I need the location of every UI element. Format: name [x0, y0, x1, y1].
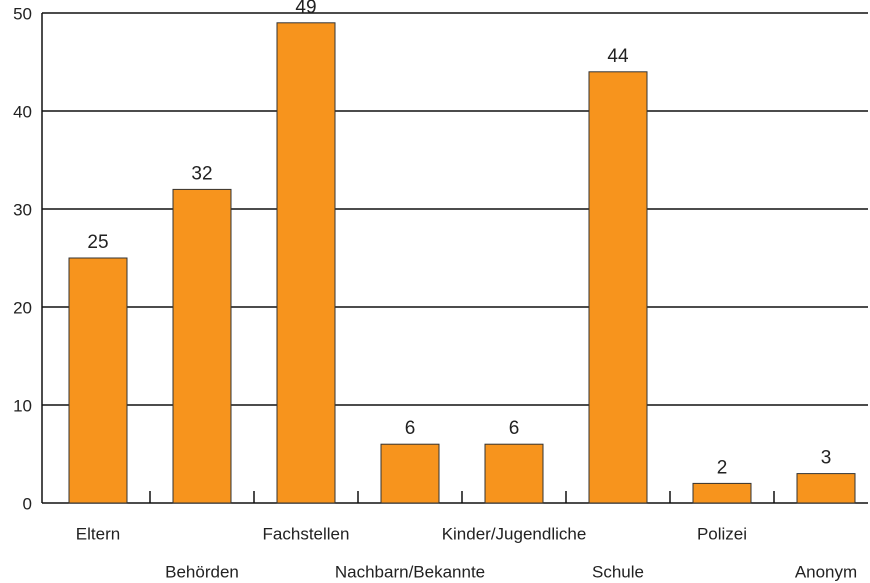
bar — [172, 188, 232, 504]
bar — [276, 22, 336, 504]
bar — [588, 71, 648, 504]
data-label: 2 — [717, 457, 728, 478]
data-label: 6 — [509, 418, 520, 439]
x-tick-label: Eltern — [76, 524, 120, 543]
data-label: 49 — [295, 0, 316, 18]
y-tick-label: 40 — [13, 102, 32, 121]
data-label: 6 — [405, 418, 416, 439]
x-tick-label: Behörden — [165, 562, 239, 581]
y-tick-label: 50 — [13, 4, 32, 23]
x-tick-label: Fachstellen — [263, 524, 350, 543]
data-label: 25 — [87, 232, 108, 253]
x-tick-label: Schule — [592, 562, 644, 581]
y-tick-label: 0 — [23, 494, 32, 513]
x-tick-label: Kinder/Jugendliche — [442, 524, 587, 543]
data-label: 3 — [821, 448, 832, 469]
data-label: 32 — [191, 163, 212, 184]
x-tick-label: Nachbarn/Bekannte — [335, 562, 485, 581]
x-tick-label: Polizei — [697, 524, 747, 543]
bar — [68, 257, 128, 504]
bar — [692, 482, 752, 504]
y-tick-label: 30 — [13, 200, 32, 219]
bar — [484, 443, 544, 504]
data-label: 44 — [607, 46, 629, 67]
bar — [796, 473, 856, 504]
bar — [380, 443, 440, 504]
y-tick-label: 10 — [13, 396, 32, 415]
x-tick-label: Anonym — [795, 562, 857, 581]
y-tick-label: 20 — [13, 298, 32, 317]
